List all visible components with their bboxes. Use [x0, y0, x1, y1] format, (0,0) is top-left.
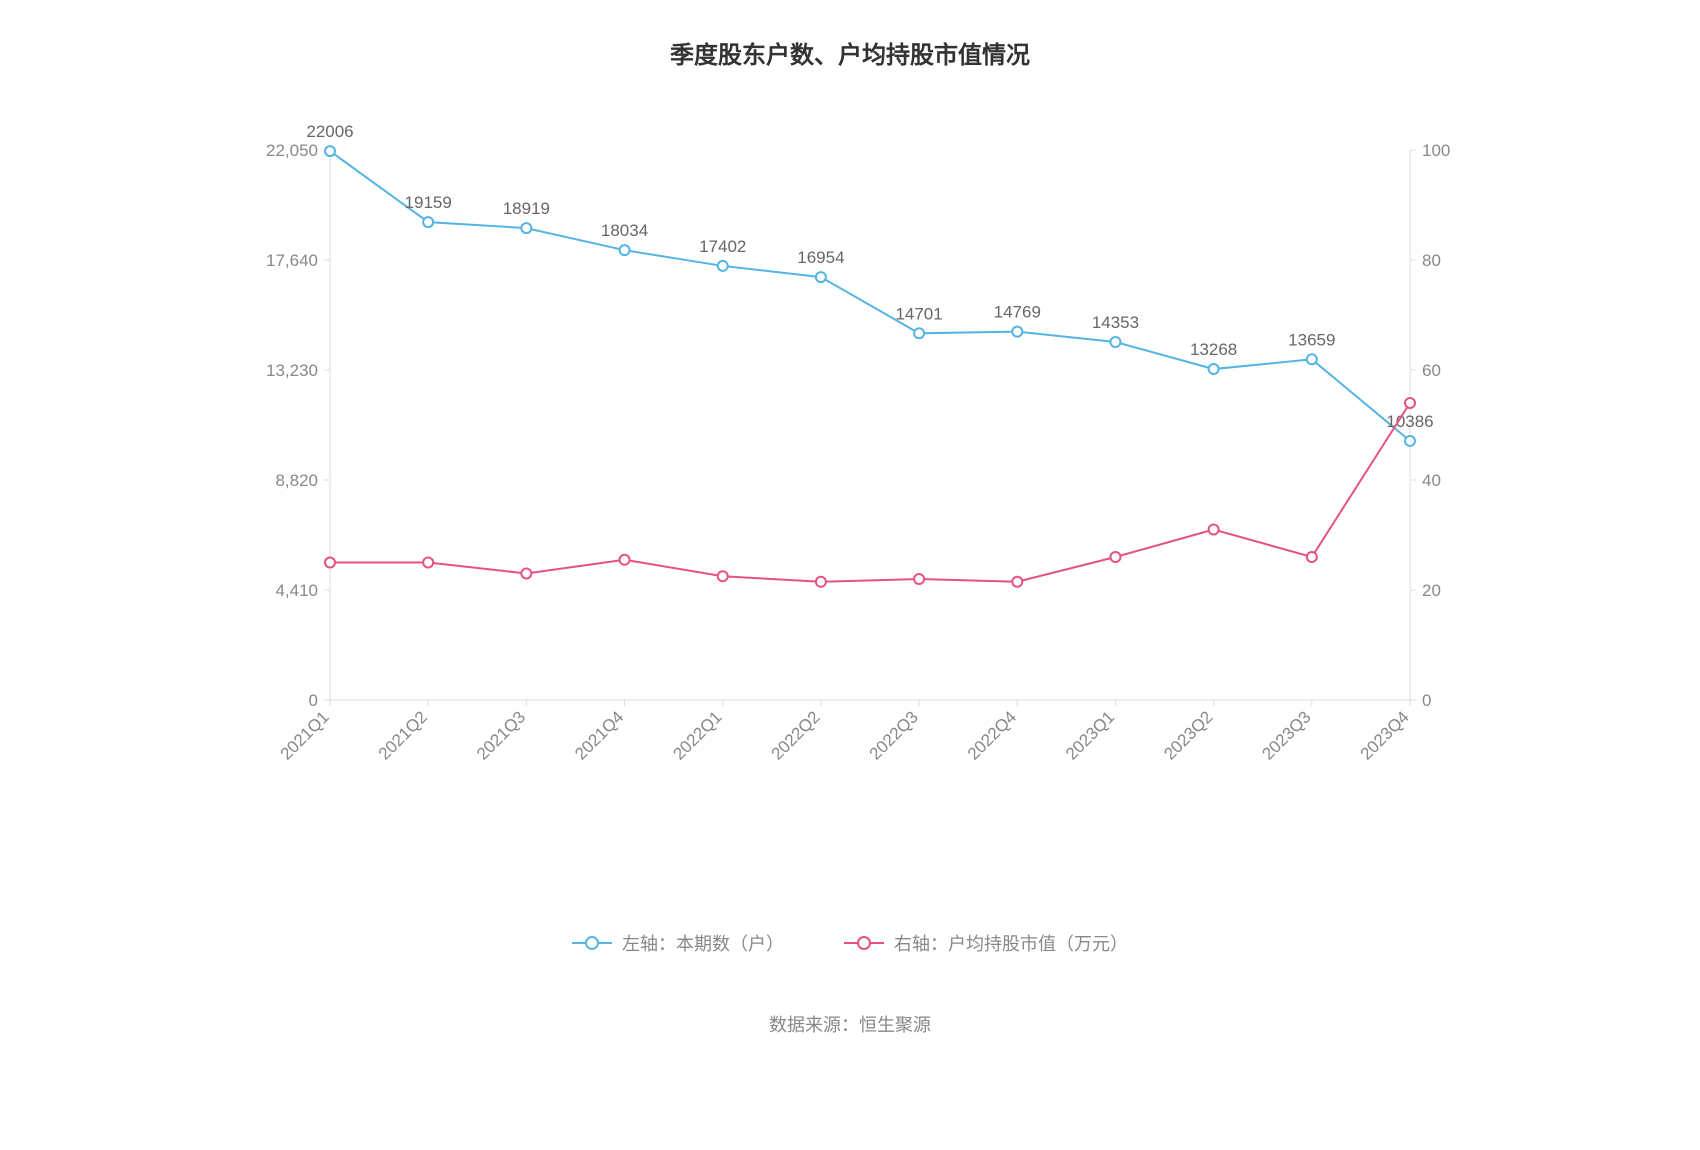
svg-text:22006: 22006 [306, 122, 353, 141]
legend-marker-icon [844, 942, 884, 944]
svg-text:13659: 13659 [1288, 330, 1335, 349]
legend-marker-icon [572, 942, 612, 944]
svg-text:40: 40 [1422, 471, 1441, 490]
legend-item-series-2: 右轴：户均持股市值（万元） [844, 930, 1128, 956]
chart-legend: 左轴：本期数（户） 右轴：户均持股市值（万元） [100, 930, 1600, 956]
svg-text:17402: 17402 [699, 237, 746, 256]
svg-text:2023Q3: 2023Q3 [1258, 707, 1314, 763]
svg-text:60: 60 [1422, 361, 1441, 380]
svg-text:2022Q1: 2022Q1 [669, 707, 725, 763]
svg-text:2021Q2: 2021Q2 [375, 707, 431, 763]
svg-text:14769: 14769 [994, 303, 1041, 322]
chart-plot-area: 0 4,410 8,820 13,230 17,640 22,050 0 20 40 60 80 10… [210, 100, 1490, 820]
svg-text:100: 100 [1422, 141, 1450, 160]
svg-text:20: 20 [1422, 581, 1441, 600]
svg-text:13268: 13268 [1190, 340, 1237, 359]
svg-text:13,230: 13,230 [266, 361, 318, 380]
svg-text:2022Q4: 2022Q4 [964, 707, 1020, 763]
svg-text:14701: 14701 [895, 304, 942, 323]
legend-label: 右轴：户均持股市值（万元） [894, 930, 1128, 956]
svg-text:0: 0 [1422, 691, 1431, 710]
svg-text:2022Q3: 2022Q3 [866, 707, 922, 763]
chart-svg: 0 4,410 8,820 13,230 17,640 22,050 0 20 40 60 80 10… [210, 100, 1490, 820]
legend-label: 左轴：本期数（户） [622, 930, 784, 956]
svg-text:2021Q4: 2021Q4 [571, 707, 627, 763]
data-source-label: 数据来源：恒生聚源 [100, 1011, 1600, 1037]
svg-text:22,050: 22,050 [266, 141, 318, 160]
svg-text:16954: 16954 [797, 248, 844, 267]
svg-text:18034: 18034 [601, 221, 648, 240]
svg-text:80: 80 [1422, 251, 1441, 270]
svg-text:14353: 14353 [1092, 313, 1139, 332]
svg-text:2023Q2: 2023Q2 [1160, 707, 1216, 763]
svg-text:17,640: 17,640 [266, 251, 318, 270]
svg-text:2023Q1: 2023Q1 [1062, 707, 1118, 763]
svg-text:0: 0 [309, 691, 318, 710]
svg-text:8,820: 8,820 [275, 471, 318, 490]
svg-text:2021Q1: 2021Q1 [277, 707, 333, 763]
svg-text:18919: 18919 [503, 199, 550, 218]
svg-text:2022Q2: 2022Q2 [768, 707, 824, 763]
svg-text:4,410: 4,410 [275, 581, 318, 600]
chart-title: 季度股东户数、户均持股市值情况 [100, 35, 1600, 70]
svg-text:19159: 19159 [405, 193, 452, 212]
svg-text:2023Q4: 2023Q4 [1357, 707, 1413, 763]
legend-item-series-1: 左轴：本期数（户） [572, 930, 784, 956]
svg-text:2021Q3: 2021Q3 [473, 707, 529, 763]
